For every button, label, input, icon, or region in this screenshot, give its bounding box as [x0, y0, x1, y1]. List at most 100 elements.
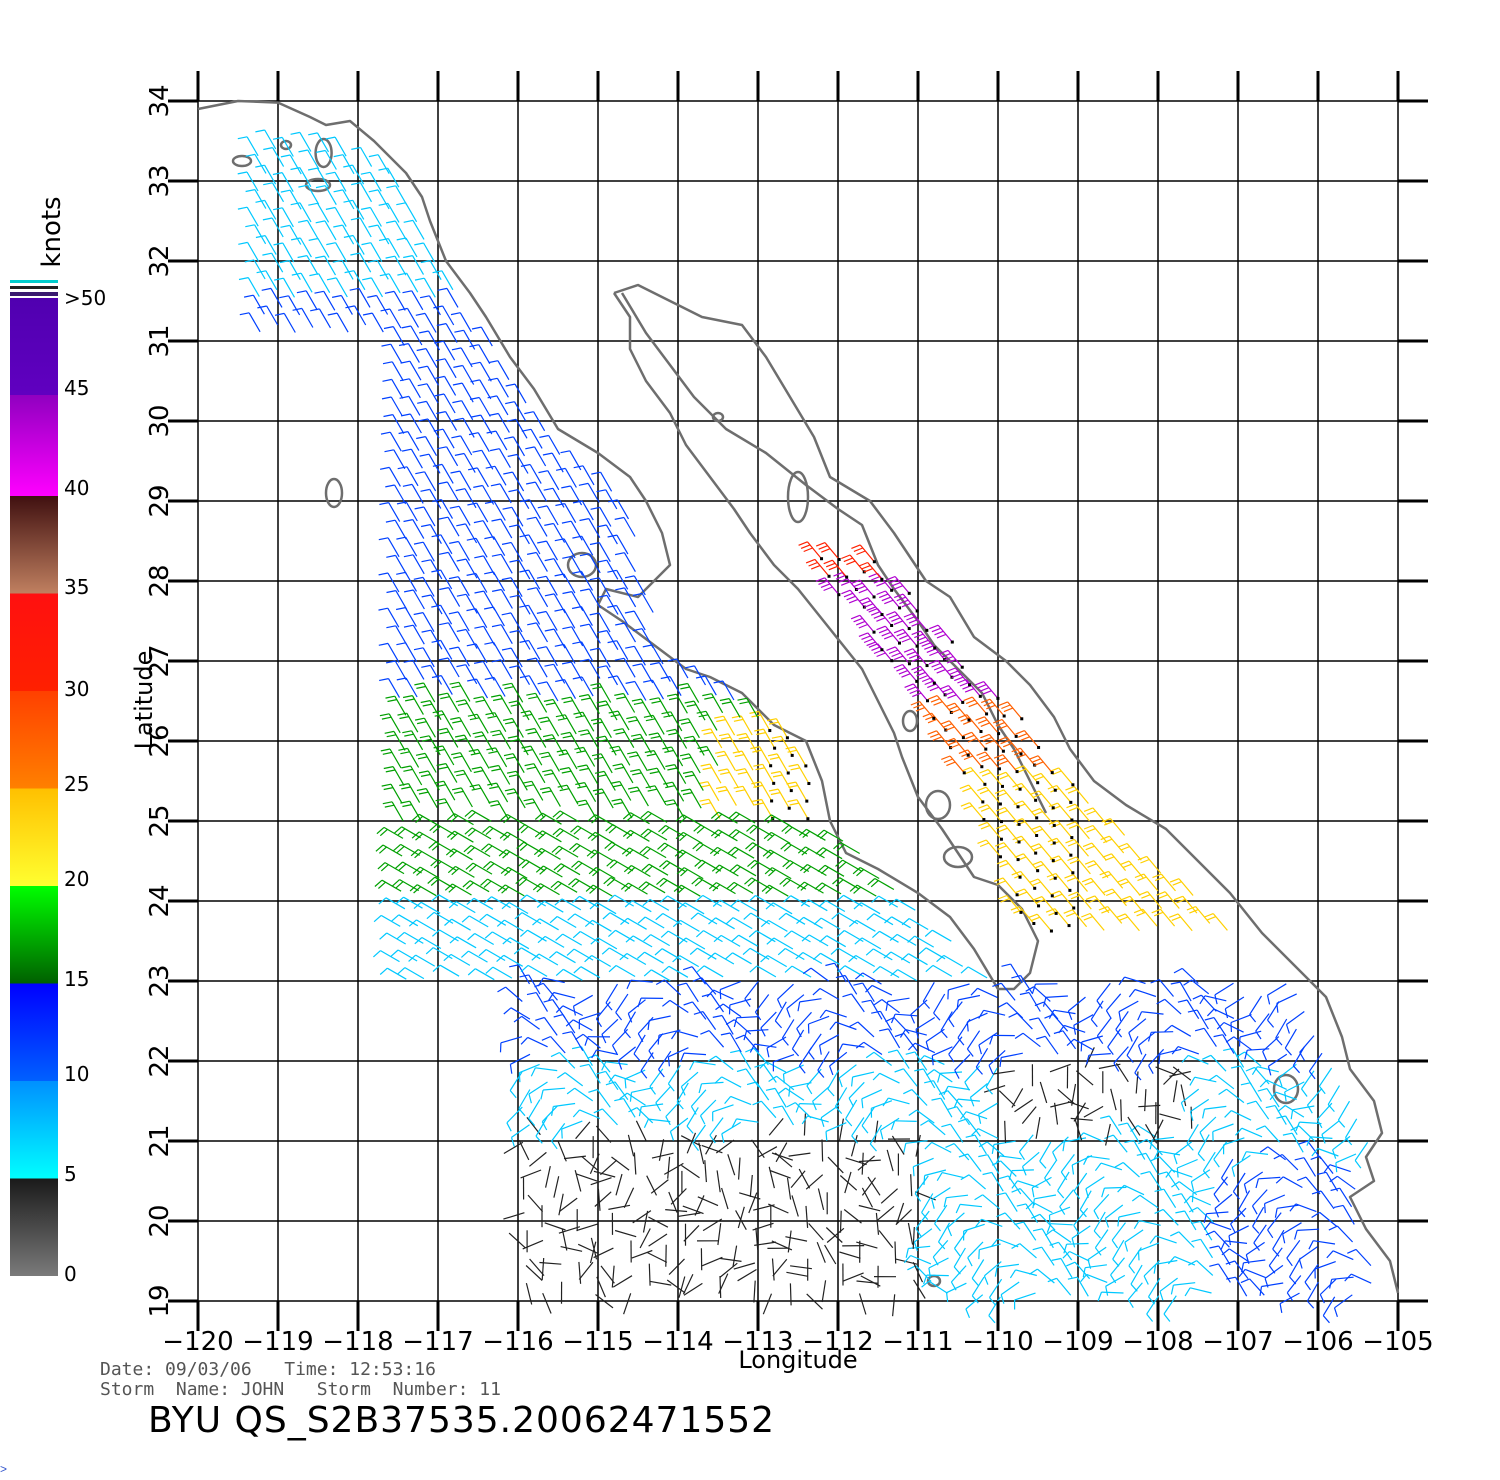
wind-barb [920, 1119, 946, 1136]
wind-barb [903, 1140, 928, 1153]
barb-shaft [1174, 1256, 1196, 1266]
barb-feather [559, 767, 570, 771]
barb-feather [1118, 916, 1129, 921]
barb-feather [978, 804, 988, 809]
wind-barb [715, 750, 736, 771]
wind-barb [381, 783, 403, 804]
barb-feather [815, 847, 824, 855]
wind-barb [1191, 1186, 1215, 1203]
wind-barb [946, 667, 972, 687]
barb-shaft [458, 682, 471, 702]
barb-shaft [652, 715, 665, 735]
barb-shaft [1159, 1048, 1182, 1055]
barb-feather [873, 999, 883, 1006]
barb-feather [608, 965, 617, 973]
wind-barb [502, 937, 530, 950]
barb-feather [1048, 820, 1058, 825]
barb-feather [710, 811, 719, 819]
barb-shaft [1086, 1273, 1108, 1283]
barb-shaft [983, 1085, 1006, 1093]
barb-shaft [967, 966, 988, 979]
wind-barb [801, 1115, 829, 1125]
barb-shaft [1094, 895, 1110, 914]
barb-feather [928, 659, 939, 665]
barb-shaft [1160, 908, 1176, 927]
wind-barb [373, 950, 400, 963]
barb-feather [1230, 1065, 1241, 1069]
wind-barb [710, 811, 738, 824]
wind-barb [1188, 1260, 1214, 1276]
barb-feather [786, 781, 796, 785]
barb-shaft [593, 849, 614, 862]
wind-barb [910, 1174, 913, 1197]
barb-feather [554, 608, 564, 612]
barb-shaft [1164, 891, 1180, 909]
barb-feather [996, 859, 1007, 865]
rain-flag [981, 800, 985, 804]
barb-feather [1259, 1079, 1268, 1088]
barb-feather [659, 879, 668, 888]
barb-feather [1044, 1177, 1051, 1186]
barb-shaft [440, 640, 453, 660]
barb-shaft [556, 915, 577, 929]
barb-feather [1150, 979, 1160, 984]
barb-shaft [550, 1036, 566, 1054]
barb-feather [714, 813, 723, 821]
wind-barb [501, 901, 529, 915]
barb-shaft [742, 786, 755, 806]
wind-barb [379, 713, 401, 734]
barb-feather [528, 1093, 532, 1104]
wind-barb [914, 1068, 936, 1089]
barb-feather [1204, 1017, 1215, 1021]
wind-barb [451, 752, 472, 773]
wind-barb [706, 989, 734, 1000]
barb-feather [855, 1041, 865, 1049]
wind-barb [558, 1226, 581, 1234]
wind-barb [1298, 1140, 1322, 1160]
barb-shaft [861, 937, 882, 950]
barb-shaft [825, 1122, 847, 1132]
barb-shaft [595, 866, 616, 880]
wind-barb [607, 894, 635, 907]
wind-barb [629, 1087, 654, 1102]
wind-barb [1235, 1127, 1263, 1138]
barb-feather [749, 826, 758, 834]
barb-feather [632, 663, 642, 667]
barb-shaft [723, 751, 736, 771]
barb-feather [676, 867, 685, 875]
wind-barb [1066, 1261, 1091, 1280]
barb-feather [921, 1280, 930, 1288]
barb-shaft [1210, 1221, 1232, 1231]
wind-barb [1110, 1257, 1125, 1284]
barb-feather [570, 825, 578, 833]
barb-feather [679, 1052, 685, 1063]
barb-feather [578, 729, 588, 733]
wind-barb [631, 698, 653, 719]
barb-shaft [1054, 908, 1070, 926]
wind-barb [1220, 1240, 1248, 1250]
barb-shaft [869, 1124, 883, 1145]
wind-barb [1014, 1221, 1037, 1241]
wind-barb [469, 784, 491, 805]
wind-barb [413, 612, 435, 632]
barb-feather [891, 617, 901, 622]
wind-barb [576, 1223, 598, 1232]
barb-shaft [528, 675, 541, 696]
barb-feather [1267, 1019, 1275, 1028]
colorbar-band [10, 983, 58, 1081]
barb-shaft [1268, 1247, 1283, 1266]
barb-shaft [768, 919, 788, 932]
barb-shaft [545, 1165, 551, 1188]
barb-feather [1001, 704, 1011, 710]
barb-feather [408, 919, 417, 927]
wind-barb [1311, 1190, 1335, 1210]
barb-feather [490, 729, 500, 733]
barb-feather [457, 702, 468, 706]
barb-feather [1112, 1258, 1120, 1267]
wind-barb [579, 623, 601, 644]
barb-feather [963, 805, 973, 810]
barb-shaft [605, 1061, 628, 1066]
barb-feather [1046, 872, 1057, 878]
barb-feather [649, 771, 660, 775]
barb-shaft [1072, 909, 1088, 928]
